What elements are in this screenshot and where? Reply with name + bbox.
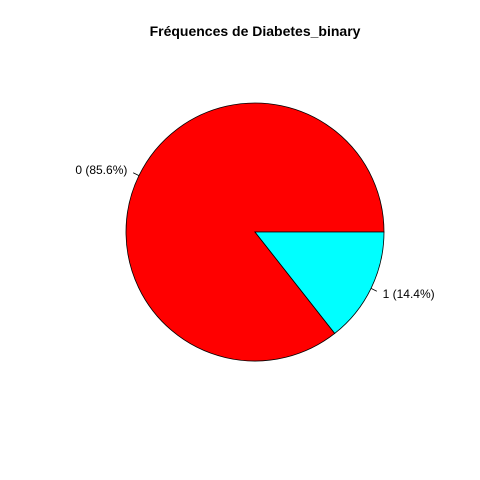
pie-labels: 0 (85.6%) 1 (14.4%) — [75, 163, 434, 301]
pie-label-tick-1 — [370, 288, 377, 292]
pie-label-1: 1 (14.4%) — [383, 287, 435, 301]
chart-title: Fréquences de Diabetes_binary — [150, 23, 361, 39]
pie-label-tick-0 — [133, 172, 140, 176]
pie-slices — [125, 102, 385, 362]
pie-label-0: 0 (85.6%) — [75, 163, 127, 177]
pie-slice-1 — [254, 231, 385, 334]
